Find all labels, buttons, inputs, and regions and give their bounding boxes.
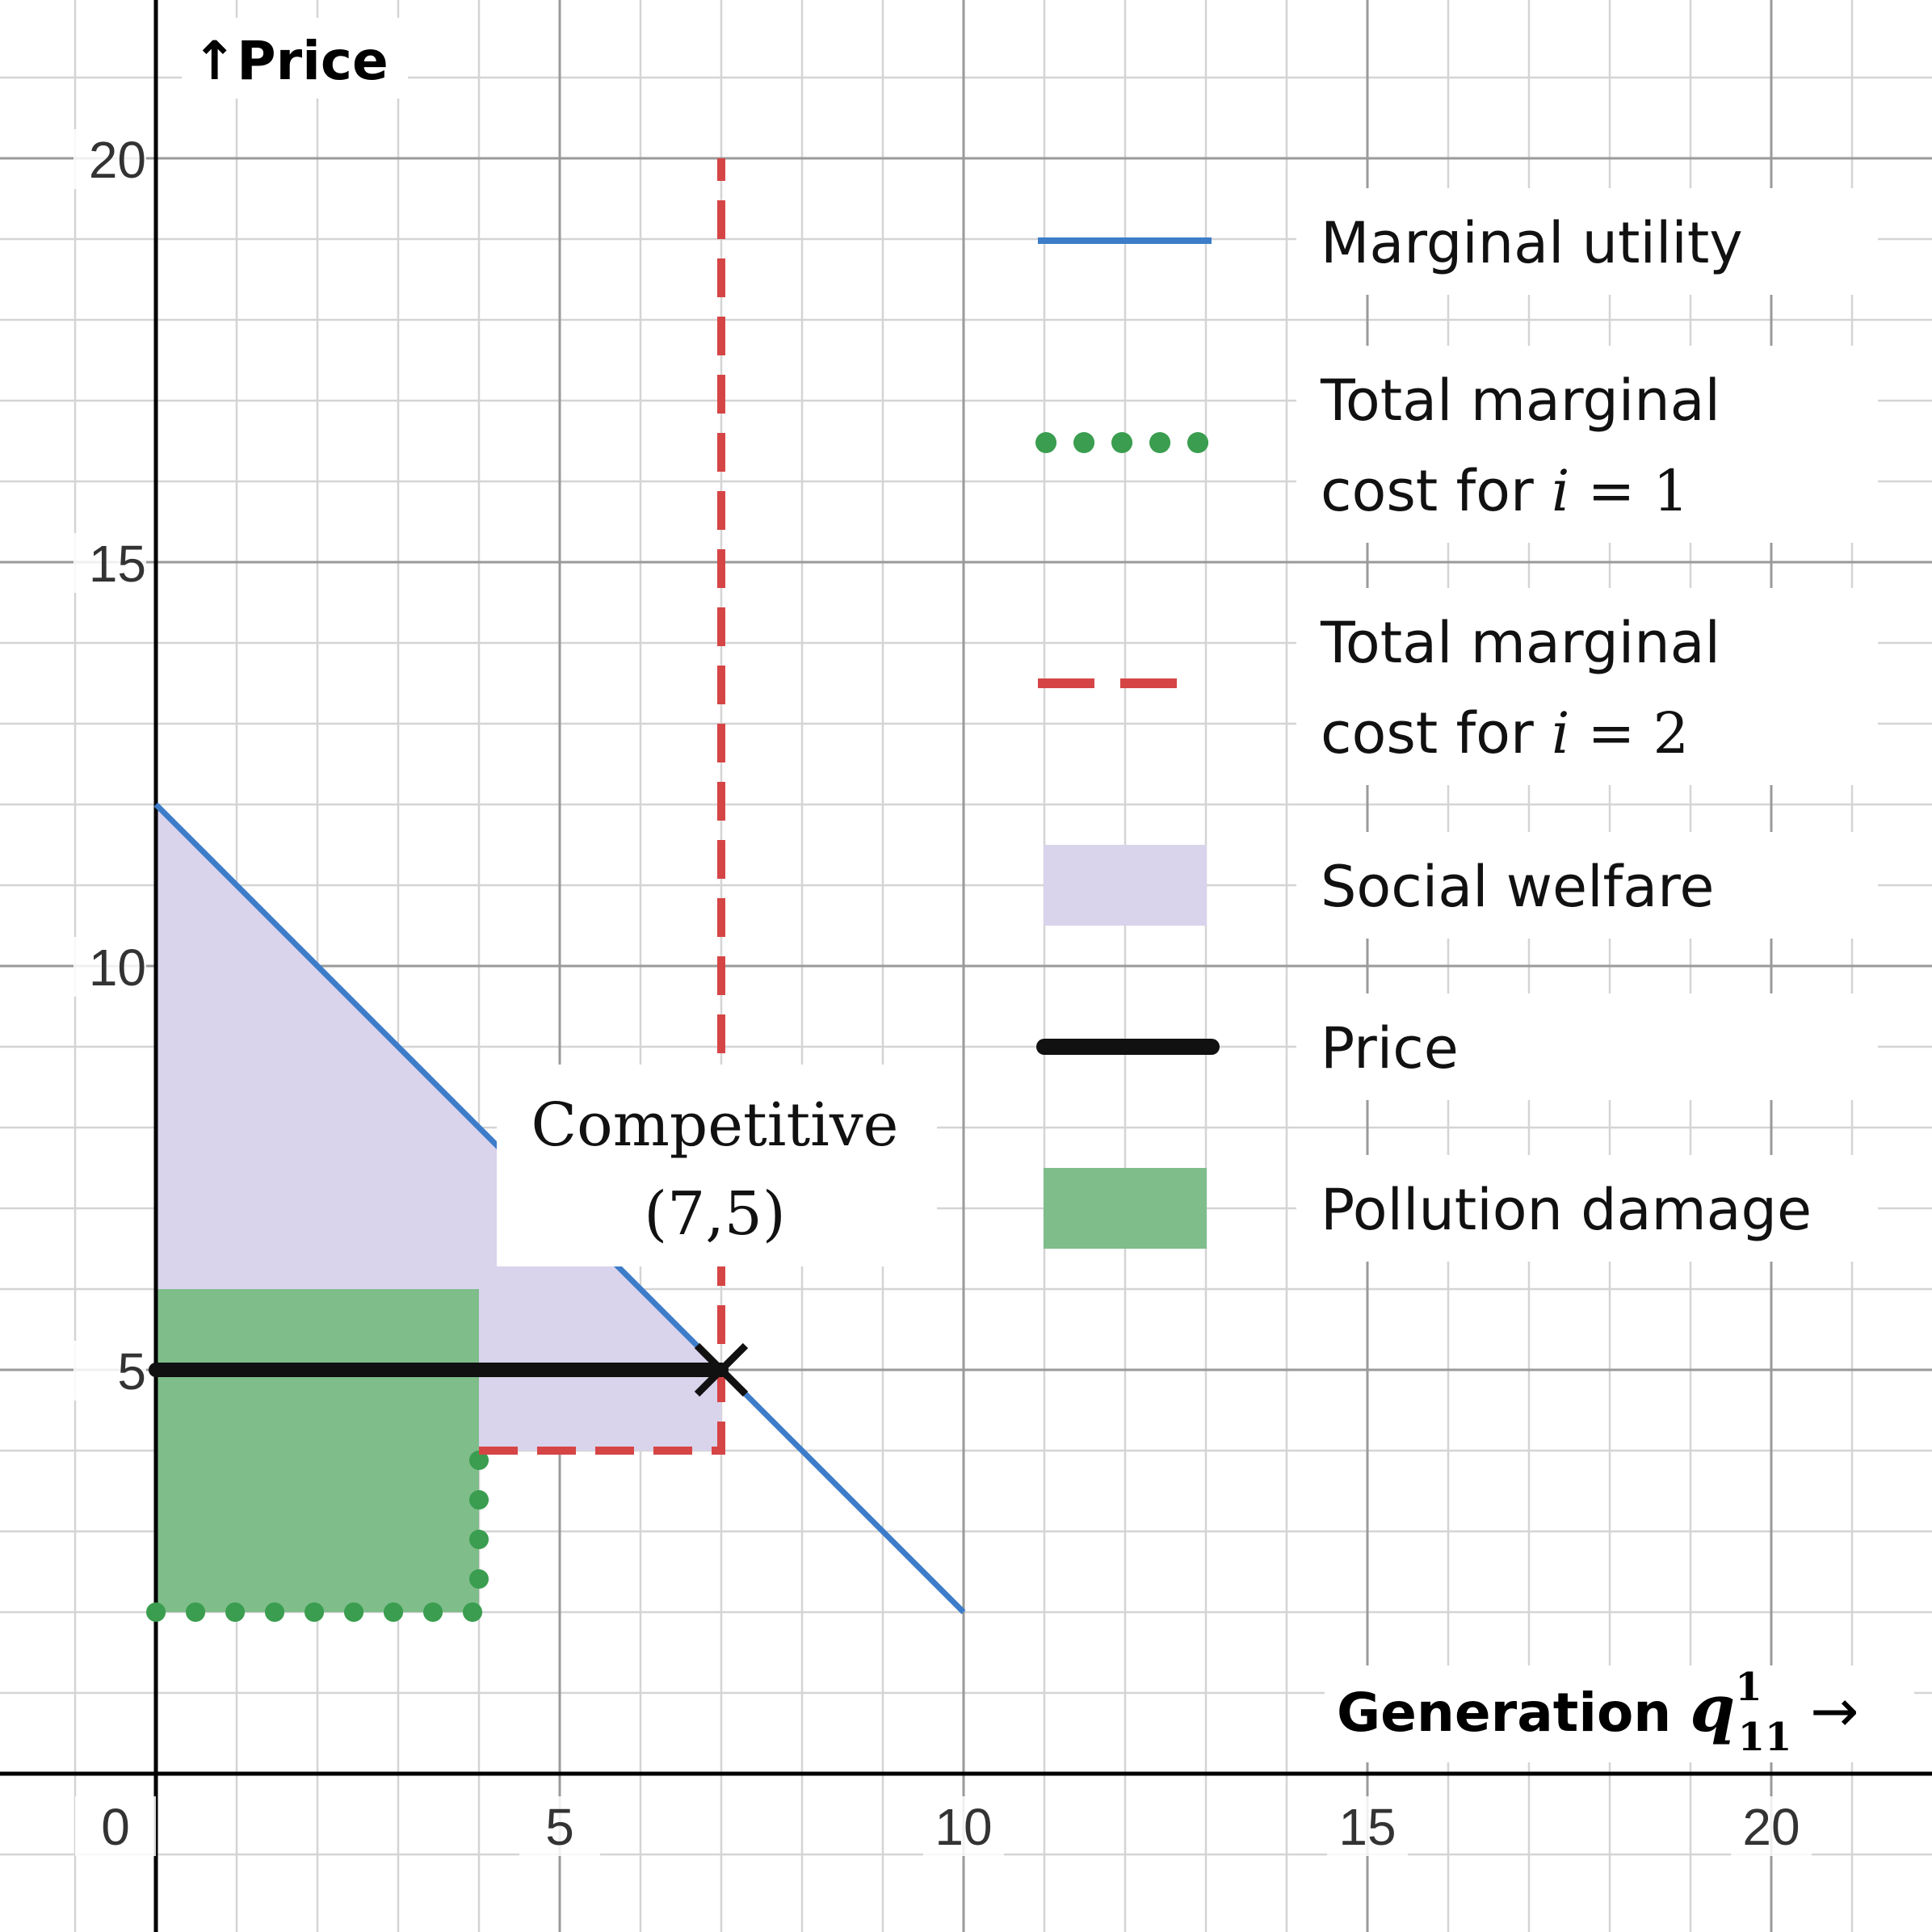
- legend-label-bg: [1296, 588, 1878, 785]
- legend-label-tmc2: Total marginal: [1320, 610, 1720, 676]
- y-tick-label-bg: [74, 533, 146, 593]
- x-tick-label: 0: [101, 1798, 130, 1856]
- x-tick-label: 20: [1742, 1798, 1800, 1856]
- x-axis-title-superscript: 1: [1735, 1665, 1762, 1710]
- x-tick-label-bg: [75, 1796, 156, 1856]
- legend-math-symbol: i: [1552, 700, 1569, 766]
- y-tick-label-bg: [74, 129, 146, 189]
- annotation-box: [497, 1065, 937, 1266]
- x-tick-label-bg: [1731, 1796, 1812, 1856]
- legend-label-social-welfare: Social welfare: [1321, 854, 1714, 920]
- x-axis-title-subscript: 11: [1738, 1715, 1792, 1760]
- legend-math-rest: = 2: [1569, 700, 1689, 766]
- y-tick-label: 15: [89, 535, 146, 593]
- legend-label-tmc2: cost for i = 2: [1321, 700, 1689, 766]
- x-tick-label-bg: [923, 1796, 1004, 1856]
- y-tick-label-bg: [74, 1341, 146, 1401]
- x-tick-label: 5: [545, 1798, 574, 1856]
- legend-label-price: Price: [1321, 1015, 1459, 1082]
- legend-label-marginal-utility: Marginal utility: [1321, 210, 1743, 276]
- x-tick-label-bg: [1327, 1796, 1408, 1856]
- legend-label-bg: [1296, 993, 1878, 1100]
- legend-label-bg: [1296, 188, 1878, 295]
- x-tick-label: 10: [934, 1798, 992, 1856]
- annotations: Competitive (7,5): [497, 1065, 937, 1397]
- x-axis-title-symbol: q: [1690, 1670, 1735, 1746]
- x-axis-title-arrow: →: [1791, 1677, 1858, 1745]
- annotation-title: Competitive: [531, 1090, 899, 1160]
- legend-math-rest: = 1: [1569, 458, 1689, 524]
- legend-label-bg: [1296, 1155, 1878, 1262]
- annotation-coords: (7,5): [644, 1179, 785, 1249]
- legend-swatch-pollution: [1044, 1168, 1207, 1249]
- tick-labels: 5 10 15 20 0 5 10 15 20: [74, 129, 1812, 1856]
- legend: Marginal utility Total marginal cost for i…: [1035, 188, 1878, 1262]
- y-axis-title-bg: [182, 18, 408, 99]
- legend-label-tmc1: cost for i = 1: [1321, 458, 1689, 524]
- y-tick-label-bg: [74, 937, 146, 997]
- legend-label-bg: [1296, 346, 1878, 543]
- legend-label-tmc1: Total marginal: [1320, 368, 1720, 434]
- x-tick-label-bg: [519, 1796, 600, 1856]
- y-axis-title: ↑Price: [192, 30, 388, 92]
- x-axis-title-bg: [1325, 1665, 1914, 1762]
- series-tmc2: [479, 158, 725, 1455]
- series: [146, 158, 966, 1622]
- series-tmc1: [146, 1441, 489, 1622]
- x-tick-label: 15: [1338, 1798, 1396, 1856]
- legend-swatch-social-welfare: [1044, 845, 1207, 926]
- y-tick-label: 20: [89, 131, 146, 189]
- y-tick-label: 10: [89, 939, 146, 997]
- point-marker: [694, 1342, 749, 1397]
- legend-label-pollution: Pollution damage: [1321, 1177, 1812, 1243]
- area-pollution: [156, 1289, 479, 1612]
- y-tick-label: 5: [117, 1342, 146, 1401]
- legend-math-symbol: i: [1552, 458, 1569, 524]
- legend-label-bg: [1296, 832, 1878, 939]
